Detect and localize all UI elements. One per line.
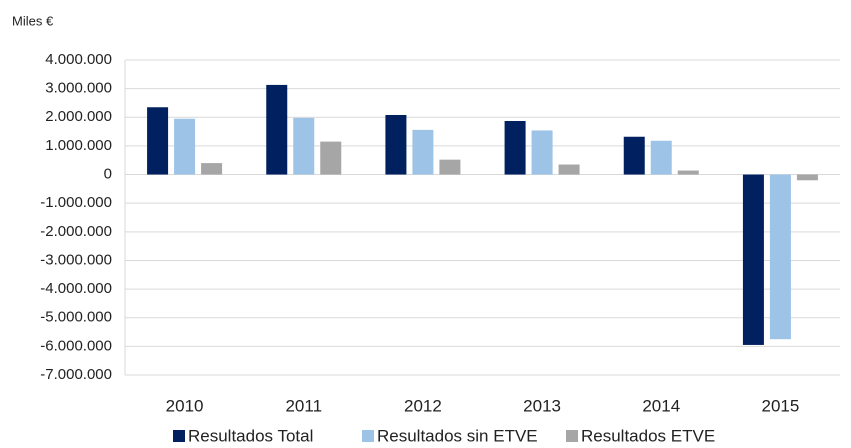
bar [147, 107, 169, 175]
bar [796, 174, 818, 181]
bar [504, 120, 526, 175]
y-tick-label: -6.000.000 [40, 337, 112, 354]
bar [412, 129, 434, 175]
y-tick-label: -3.000.000 [40, 251, 112, 268]
bar [558, 164, 580, 175]
bar [266, 84, 288, 175]
y-axis-label: Miles € [12, 13, 54, 28]
bar [650, 140, 672, 175]
legend-swatch [362, 430, 374, 442]
bar [531, 130, 553, 175]
y-tick-label: -5.000.000 [40, 309, 112, 326]
bar [623, 136, 645, 175]
bar [385, 114, 407, 175]
bar [769, 174, 791, 340]
bar [201, 163, 223, 175]
bar [439, 159, 461, 175]
y-tick-label: 2.000.000 [45, 108, 112, 125]
bar [742, 174, 764, 345]
bar [174, 118, 196, 175]
y-tick-label: -4.000.000 [40, 280, 112, 297]
y-tick-label: 3.000.000 [45, 80, 112, 97]
y-tick-label: -2.000.000 [40, 223, 112, 240]
x-tick-label: 2014 [642, 396, 680, 415]
y-tick-label: 1.000.000 [45, 137, 112, 154]
x-tick-label: 2015 [762, 396, 800, 415]
x-tick-label: 2012 [404, 396, 442, 415]
legend-label: Resultados Total [188, 426, 313, 445]
legend-label: Resultados ETVE [581, 426, 715, 445]
y-tick-label: 4.000.000 [45, 51, 112, 68]
x-tick-label: 2013 [523, 396, 561, 415]
legend-label: Resultados sin ETVE [377, 426, 538, 445]
x-tick-label: 2011 [285, 396, 322, 415]
bar [293, 117, 315, 175]
legend-swatch [173, 430, 185, 442]
legend-swatch [566, 430, 578, 442]
y-tick-label: -7.000.000 [40, 366, 112, 383]
bar [677, 170, 699, 175]
bar [320, 141, 342, 175]
x-tick-label: 2010 [166, 396, 204, 415]
y-tick-label: -1.000.000 [40, 194, 112, 211]
y-tick-label: 0 [104, 166, 112, 183]
